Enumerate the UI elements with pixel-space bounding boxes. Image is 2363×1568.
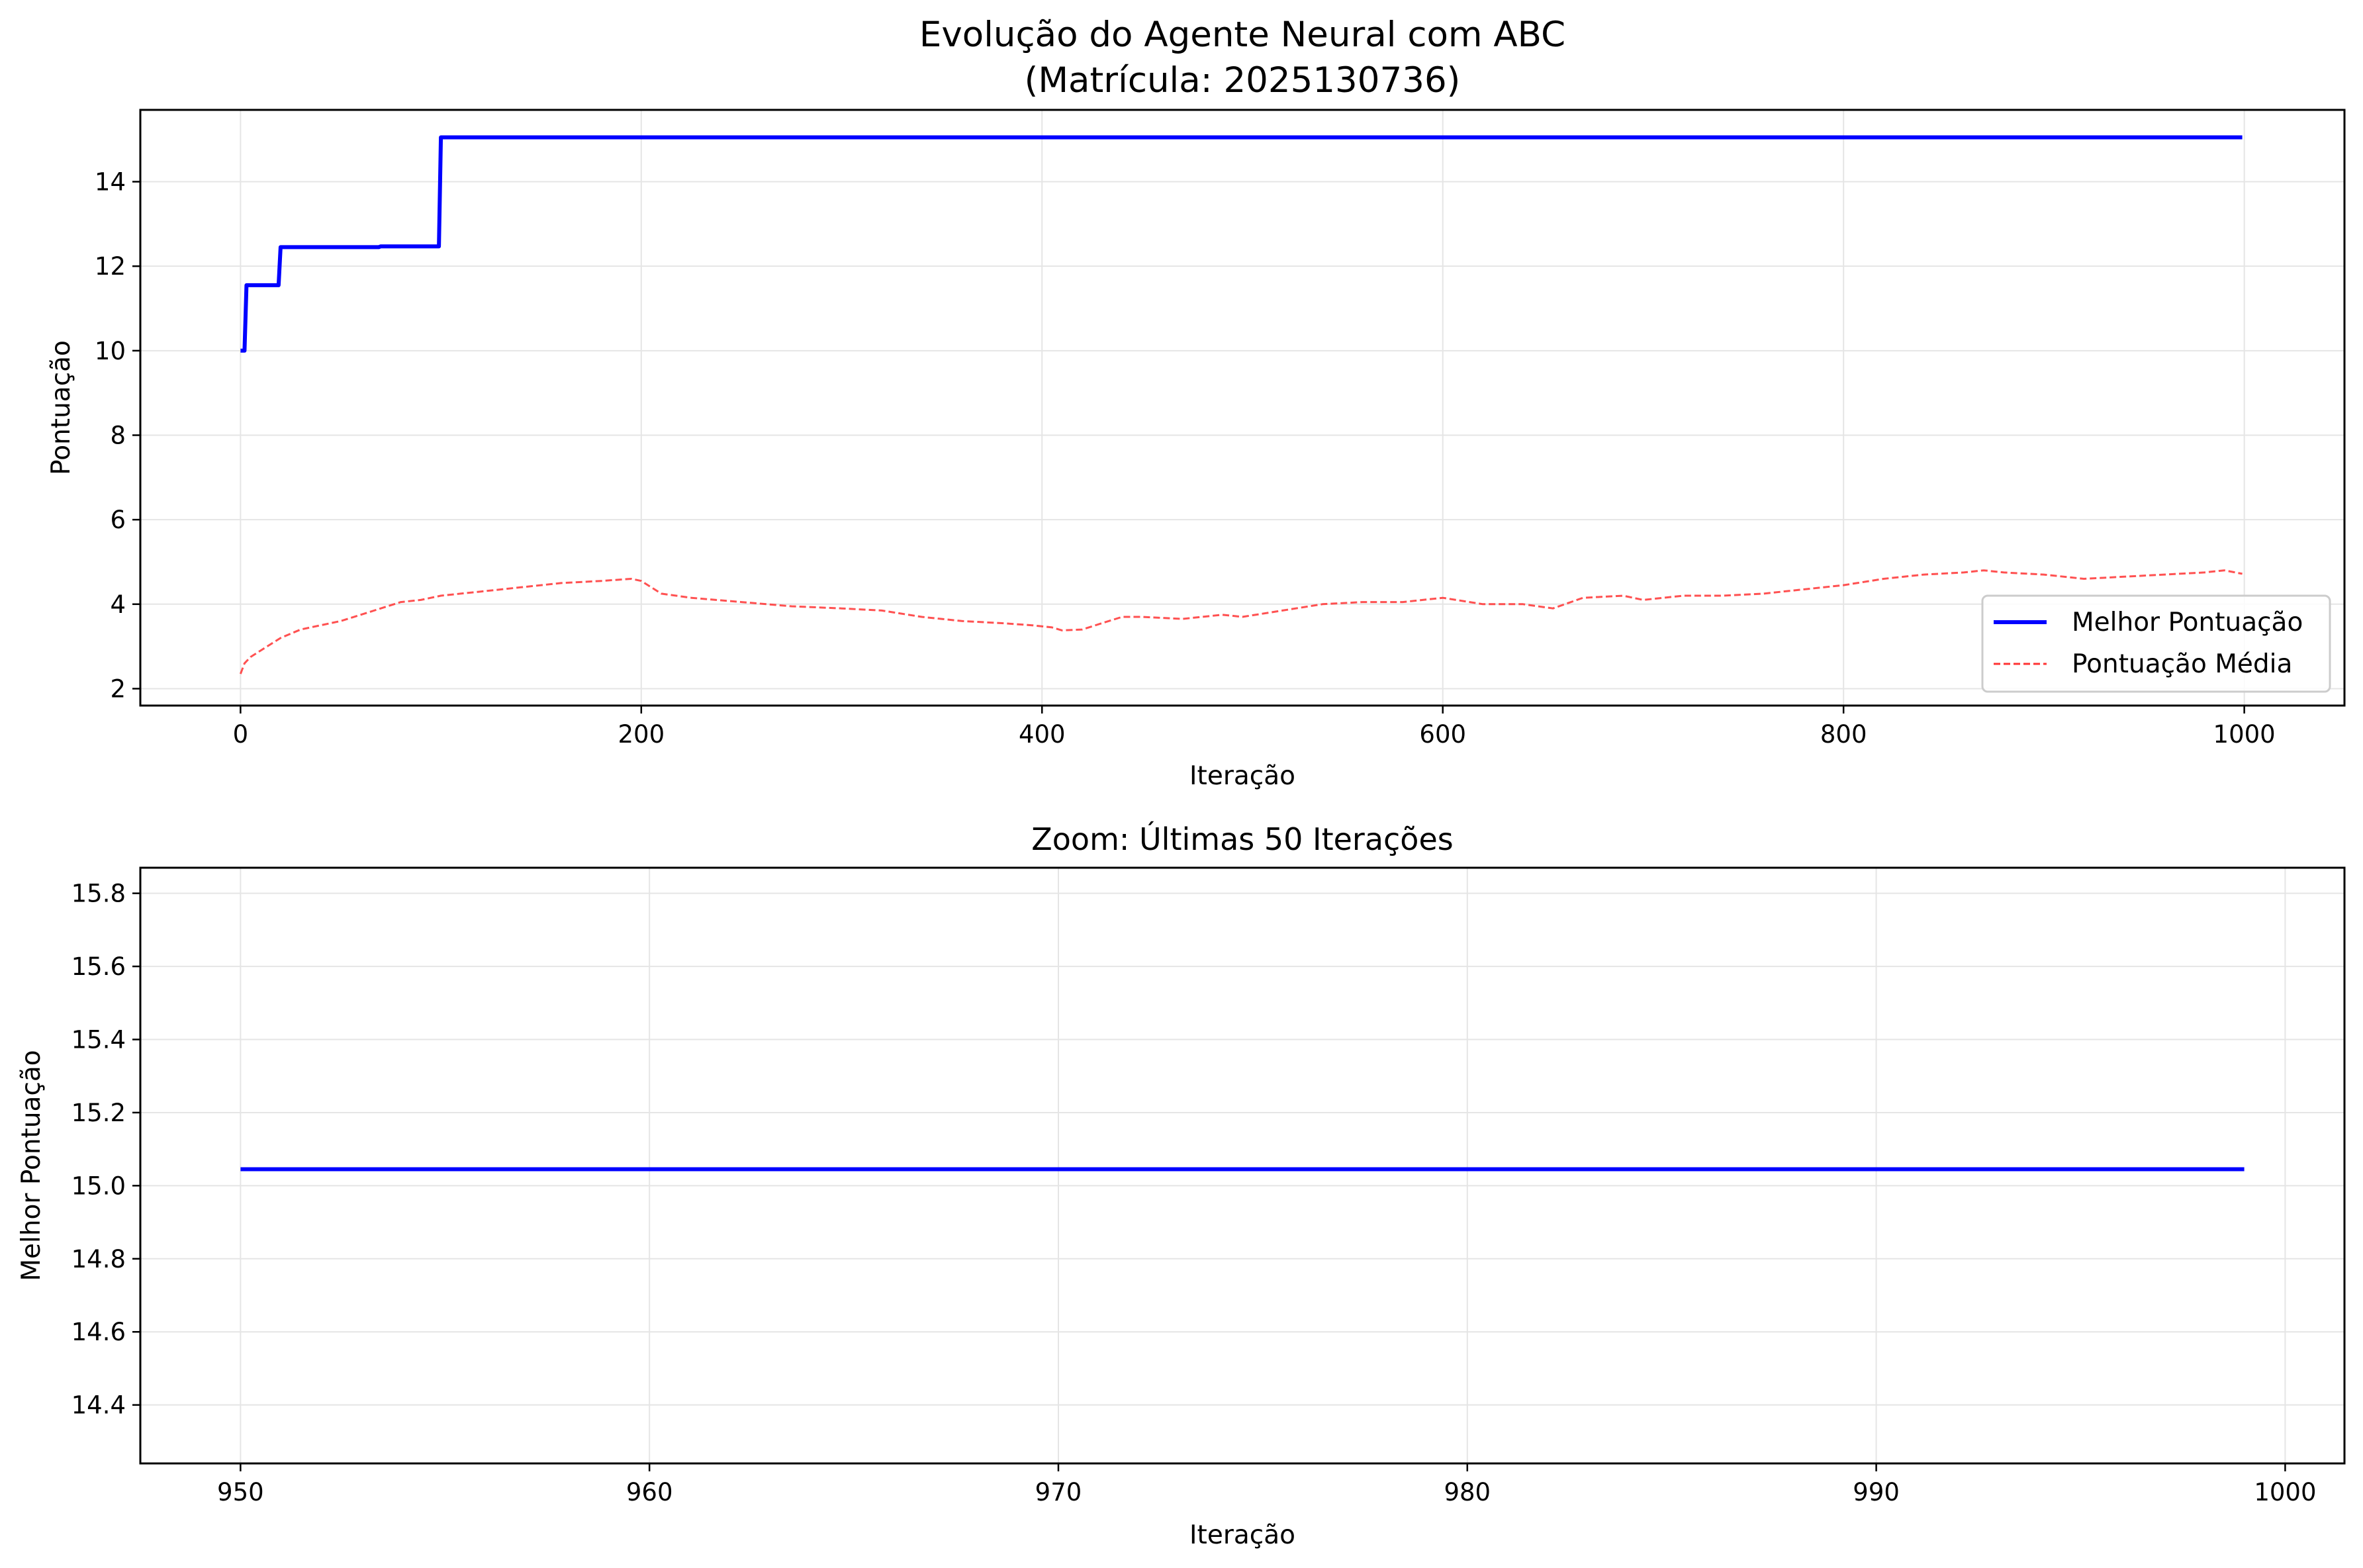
panel-0-series-0-line	[240, 135, 2243, 353]
panel-0-xtick-label-0: 0	[233, 720, 249, 749]
figure-title-line2: (Matrícula: 2025130736)	[1025, 60, 1461, 101]
panel-0-ylabel: Pontuação	[46, 340, 76, 475]
panel-1-ytick-label-5: 15.4	[71, 1026, 126, 1054]
legend-label-mean: Pontuação Média	[2072, 649, 2292, 679]
panel-1-xtick-label-2: 970	[1035, 1478, 1082, 1506]
panel-1-title: Zoom: Últimas 50 Iterações	[1031, 821, 1453, 857]
panel-1-ytick-label-0: 14.4	[71, 1391, 126, 1420]
panel-1-ytick-label-3: 15.0	[71, 1172, 126, 1200]
panel-zoom-last-50: Zoom: Últimas 50 Iterações 950 960 970 980 9…	[17, 821, 2346, 1550]
panel-1-ticks: 950 960 970 980 990 1000 14.4 14.6 14.8 15.0 15.2 1…	[71, 880, 2317, 1506]
panel-1-frame	[139, 866, 2346, 1465]
panel-score-evolution: 0 200 400 600 800 1000 2 4 6 8 10 12 14 Iteração Pon…	[46, 109, 2346, 791]
panel-1-xtick-label-1: 960	[626, 1478, 673, 1506]
panel-0-ytick-label-4: 10	[95, 337, 126, 365]
panel-0-xtick-label-2: 400	[1019, 720, 1066, 749]
panel-1-ytick-label-4: 15.2	[71, 1099, 126, 1127]
panel-0-ytick-label-1: 4	[110, 590, 126, 619]
panel-1-xtick-label-0: 950	[217, 1478, 264, 1506]
panel-0-series-1-line	[239, 569, 2243, 674]
panel-1-ylabel: Melhor Pontuação	[17, 1050, 46, 1281]
panel-1-ytick-label-6: 15.6	[71, 952, 126, 981]
panel-0-ticks: 0 200 400 600 800 1000 2 4 6 8 10 12 14	[95, 168, 2276, 749]
panel-0-xtick-label-4: 800	[1820, 720, 1867, 749]
panel-0-ytick-label-2: 6	[110, 506, 126, 534]
panel-1-xlabel: Iteração	[1189, 1520, 1295, 1550]
panel-0-ytick-label-3: 8	[110, 421, 126, 449]
legend-label-best: Melhor Pontuação	[2072, 608, 2303, 637]
panel-1-ytick-label-7: 15.8	[71, 880, 126, 908]
panel-1-xtick-label-3: 980	[1444, 1478, 1491, 1506]
panel-0-series	[239, 135, 2243, 674]
panel-0-xlabel: Iteração	[1189, 761, 1295, 791]
panel-0-frame	[139, 109, 2346, 707]
panel-0-ytick-label-6: 14	[95, 168, 126, 197]
panel-0-ytick-label-0: 2	[110, 674, 126, 703]
panel-0-xtick-label-1: 200	[618, 720, 665, 749]
legend: Melhor Pontuação Pontuação Média	[1981, 594, 2331, 693]
panel-0-ytick-label-5: 12	[95, 252, 126, 281]
figure-title-line1: Evolução do Agente Neural com ABC	[919, 15, 1565, 55]
panel-0-xtick-label-3: 600	[1419, 720, 1466, 749]
panel-1-ytick-label-2: 14.8	[71, 1245, 126, 1273]
legend-box	[1981, 594, 2331, 693]
panel-1-ytick-label-1: 14.6	[71, 1318, 126, 1346]
panel-1-xtick-label-4: 990	[1853, 1478, 1900, 1506]
panel-0-xtick-label-5: 1000	[2213, 720, 2276, 749]
panel-1-xtick-label-5: 1000	[2254, 1478, 2316, 1506]
panel-0-grid	[140, 110, 2344, 706]
panel-1-grid	[140, 868, 2344, 1463]
